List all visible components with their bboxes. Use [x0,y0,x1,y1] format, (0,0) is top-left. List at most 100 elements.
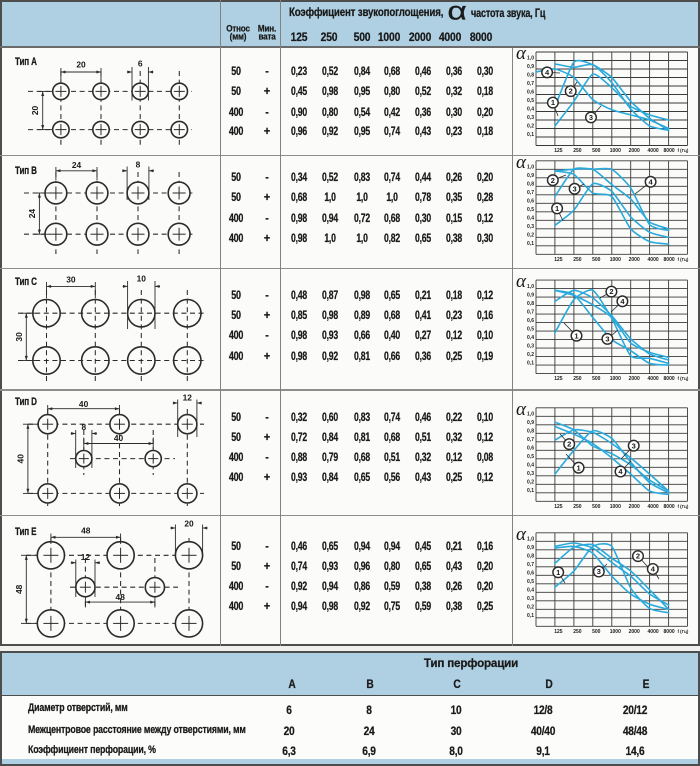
svg-text:2000: 2000 [629,376,640,382]
svg-text:0,5: 0,5 [527,326,534,332]
svg-text:125: 125 [554,629,563,635]
svg-text:1,0: 1,0 [527,284,534,290]
svg-text:2: 2 [569,87,573,96]
svg-text:0,1: 0,1 [527,360,534,366]
svg-text:2000: 2000 [629,148,640,154]
svg-text:24: 24 [27,209,37,219]
svg-text:0,7: 0,7 [527,309,534,315]
svg-text:α: α [516,524,527,545]
svg-text:12: 12 [183,392,193,402]
svg-text:4: 4 [618,467,623,476]
svg-text:0,5: 0,5 [527,579,534,585]
svg-text:0,8: 0,8 [527,301,534,307]
svg-text:α: α [516,43,527,64]
svg-text:24: 24 [72,160,82,170]
svg-text:4000: 4000 [648,148,659,154]
svg-text:250: 250 [573,629,582,635]
svg-text:0,3: 0,3 [527,224,534,230]
svg-text:1,0: 1,0 [527,412,534,418]
svg-text:8000: 8000 [664,148,675,154]
svg-text:0,5: 0,5 [527,207,534,213]
svg-text:48: 48 [116,592,126,602]
svg-text:3: 3 [605,335,609,344]
svg-text:0,2: 0,2 [527,480,534,486]
svg-text:0,8: 0,8 [527,554,534,560]
svg-text:1000: 1000 [610,148,621,154]
svg-text:8000: 8000 [664,257,675,263]
svg-text:0,4: 0,4 [527,216,534,222]
svg-text:6: 6 [138,59,143,69]
svg-text:1000: 1000 [610,504,621,510]
svg-text:0,9: 0,9 [527,64,534,70]
svg-text:1: 1 [555,204,559,213]
svg-text:f (Гц): f (Гц) [678,629,689,634]
svg-text:2: 2 [609,287,613,296]
svg-text:0,4: 0,4 [527,588,534,594]
svg-text:0,5: 0,5 [527,98,534,104]
svg-text:30: 30 [66,275,76,285]
svg-text:48: 48 [14,584,24,594]
svg-text:0,3: 0,3 [527,343,534,349]
svg-text:0,9: 0,9 [527,420,534,426]
svg-text:2: 2 [567,440,571,449]
svg-text:0,2: 0,2 [527,233,534,239]
svg-text:0,4: 0,4 [527,107,534,113]
svg-text:0,1: 0,1 [527,241,534,247]
svg-text:12: 12 [81,552,91,562]
svg-text:3: 3 [597,567,601,576]
svg-text:0,9: 0,9 [527,292,534,298]
svg-text:0,4: 0,4 [527,463,534,469]
svg-text:1,0: 1,0 [527,56,534,62]
svg-text:4: 4 [649,177,654,186]
svg-text:2: 2 [636,552,640,561]
svg-text:0,6: 0,6 [527,199,534,205]
svg-text:30: 30 [14,332,24,342]
svg-text:20: 20 [30,106,40,116]
svg-text:4: 4 [545,68,550,77]
svg-text:8000: 8000 [664,629,675,635]
svg-text:0,9: 0,9 [527,173,534,179]
svg-text:0,1: 0,1 [527,613,534,619]
svg-text:500: 500 [592,376,601,382]
svg-text:0,7: 0,7 [527,562,534,568]
svg-text:1: 1 [556,568,560,577]
svg-text:4000: 4000 [648,629,659,635]
svg-text:1: 1 [574,331,578,340]
svg-text:0,6: 0,6 [527,90,534,96]
svg-text:α: α [516,271,527,292]
svg-text:250: 250 [573,148,582,154]
svg-text:0,2: 0,2 [527,352,534,358]
svg-text:8: 8 [81,422,86,432]
svg-text:1: 1 [577,463,581,472]
svg-text:125: 125 [554,148,563,154]
svg-text:0,7: 0,7 [527,81,534,87]
svg-text:125: 125 [554,504,563,510]
svg-text:f (Гц): f (Гц) [678,504,689,509]
svg-text:4000: 4000 [648,257,659,263]
svg-text:500: 500 [592,504,601,510]
svg-text:0,9: 0,9 [527,545,534,551]
svg-text:2: 2 [551,176,555,185]
svg-text:1000: 1000 [610,376,621,382]
svg-text:f (Гц): f (Гц) [678,257,689,262]
svg-text:250: 250 [573,376,582,382]
svg-text:0,2: 0,2 [527,605,534,611]
svg-text:3: 3 [573,184,577,193]
svg-text:20: 20 [184,518,194,528]
svg-text:4: 4 [651,565,656,574]
svg-text:125: 125 [554,376,563,382]
svg-text:4000: 4000 [648,376,659,382]
svg-text:0,4: 0,4 [527,335,534,341]
svg-text:3: 3 [632,441,636,450]
svg-text:0,3: 0,3 [527,115,534,121]
svg-text:0,6: 0,6 [527,446,534,452]
svg-text:0,7: 0,7 [527,437,534,443]
svg-text:3: 3 [589,113,593,122]
svg-text:8: 8 [136,159,141,169]
svg-text:0,8: 0,8 [527,73,534,79]
svg-text:f (Гц): f (Гц) [678,148,689,153]
svg-text:500: 500 [592,629,601,635]
svg-text:0,1: 0,1 [527,488,534,494]
svg-text:0,1: 0,1 [527,132,534,138]
svg-text:1,0: 1,0 [527,165,534,171]
